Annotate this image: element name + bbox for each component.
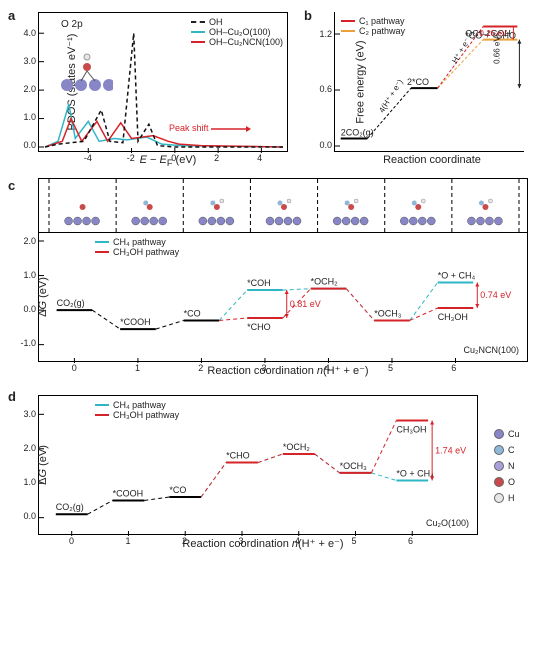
panel-a-arrow-label: Peak shift bbox=[169, 123, 251, 133]
legend-oh: OH bbox=[191, 17, 283, 27]
panel-b: b Free energy (eV) 2CO₂(g)2*COOC*–*COH*C… bbox=[304, 8, 530, 168]
panel-b-xlabel: Reaction coordinate bbox=[334, 154, 530, 166]
panel-a-label: a bbox=[8, 8, 15, 23]
svg-text:CO₂(g): CO₂(g) bbox=[57, 298, 85, 308]
svg-text:CO₂(g): CO₂(g) bbox=[56, 502, 84, 512]
svg-text:*CO: *CO bbox=[169, 485, 186, 495]
panel-c-legend: CH₄ pathway CH₃OH pathway bbox=[95, 237, 179, 257]
legend-ch4-d: CH₄ pathway bbox=[95, 400, 179, 410]
legend-c2: C₂ pathway bbox=[341, 26, 405, 36]
svg-text:*CHO: *CHO bbox=[247, 322, 271, 332]
legend-ch3oh-d: CH₃OH pathway bbox=[95, 410, 179, 420]
panel-c-plot: ΔG (eV) CO₂(g)*COOH*CO*COH*OCH₂*OCH₃*O +… bbox=[38, 232, 528, 362]
svg-text:*OCH₃: *OCH₃ bbox=[340, 461, 368, 471]
panel-d-label: d bbox=[8, 389, 16, 404]
svg-text:*OCH₃: *OCH₃ bbox=[374, 309, 402, 319]
svg-text:0.74 eV: 0.74 eV bbox=[480, 290, 511, 300]
svg-text:1.74 eV: 1.74 eV bbox=[435, 446, 466, 456]
svg-text:*COOH: *COOH bbox=[113, 489, 144, 499]
svg-text:*O + CH₄: *O + CH₄ bbox=[438, 271, 476, 281]
atom-h: H bbox=[494, 493, 520, 503]
atom-c: C bbox=[494, 445, 520, 455]
svg-text:*CHO: *CHO bbox=[226, 451, 250, 461]
panel-a-inset-icon bbox=[57, 47, 113, 95]
legend-ch4-c: CH₄ pathway bbox=[95, 237, 179, 247]
legend-c1: C₁ pathway bbox=[341, 16, 405, 26]
panel-c-system: Cu₂NCN(100) bbox=[463, 345, 519, 355]
panel-c-xlabel: Reaction coordination n(H⁺ + e⁻) bbox=[38, 364, 538, 377]
panel-c-schematic bbox=[38, 178, 528, 232]
svg-text:2*CO: 2*CO bbox=[407, 77, 429, 87]
panel-d-system: Cu₂O(100) bbox=[426, 518, 469, 528]
svg-text:H⁺ + e⁻: H⁺ + e⁻ bbox=[450, 36, 472, 65]
svg-text:*CO: *CO bbox=[184, 309, 201, 319]
panel-c-schematic-svg bbox=[39, 179, 529, 233]
svg-text:CH₃OH: CH₃OH bbox=[438, 312, 468, 322]
svg-text:0.16 eV: 0.16 eV bbox=[479, 29, 507, 38]
svg-text:CH₃OH: CH₃OH bbox=[396, 425, 426, 435]
legend-cu2ncn: OH–Cu₂NCN(100) bbox=[191, 37, 283, 47]
panel-d-xlabel: Reaction coordination n(H⁺ + e⁻) bbox=[38, 537, 488, 550]
panel-c: c ΔG (eV) CO₂(g)*COOH*CO*COH*OCH₂*OCH₃*O… bbox=[8, 178, 538, 377]
atom-cu: Cu bbox=[494, 429, 520, 439]
atom-o: O bbox=[494, 477, 520, 487]
panel-a-plot: PDOS (states eV⁻¹) OH OH–Cu₂O(100) OH–Cu… bbox=[38, 12, 288, 152]
panel-d-plot: ΔG (eV) CO₂(g)*COOH*CO*CHO*OCH₂*OCH₃*O +… bbox=[38, 395, 478, 535]
legend-ch3oh-c: CH₃OH pathway bbox=[95, 247, 179, 257]
panel-a-note: O 2p bbox=[61, 19, 83, 30]
panel-a: a PDOS (states eV⁻¹) OH OH–Cu₂O(100) OH–… bbox=[8, 8, 298, 168]
svg-text:2CO₂(g): 2CO₂(g) bbox=[341, 128, 374, 138]
panel-c-label: c bbox=[8, 178, 15, 193]
svg-text:*COH: *COH bbox=[247, 278, 271, 288]
panel-d-legend: CH₄ pathway CH₃OH pathway bbox=[95, 400, 179, 420]
svg-text:*O + CH₄: *O + CH₄ bbox=[396, 469, 434, 479]
atom-n: N bbox=[494, 461, 520, 471]
legend-cu2o: OH–Cu₂O(100) bbox=[191, 27, 283, 37]
svg-text:0.66 eV: 0.66 eV bbox=[492, 36, 501, 64]
panel-d: d ΔG (eV) CO₂(g)*COOH*CO*CHO*OCH₂*OCH₃*O… bbox=[8, 389, 488, 550]
svg-text:0.81 eV: 0.81 eV bbox=[290, 299, 321, 309]
panel-a-legend: OH OH–Cu₂O(100) OH–Cu₂NCN(100) bbox=[191, 17, 283, 47]
panel-b-label: b bbox=[304, 8, 312, 23]
panel-b-legend: C₁ pathway C₂ pathway bbox=[341, 16, 405, 36]
svg-text:4(H⁺ + e⁻): 4(H⁺ + e⁻) bbox=[377, 77, 405, 114]
atom-legend: Cu C N O H bbox=[494, 429, 520, 550]
panel-b-plot: Free energy (eV) 2CO₂(g)2*COOC*–*COH*CO … bbox=[334, 12, 524, 152]
svg-text:*OCH₂: *OCH₂ bbox=[311, 277, 339, 287]
svg-text:*COOH: *COOH bbox=[120, 317, 151, 327]
svg-text:*OCH₂: *OCH₂ bbox=[283, 442, 311, 452]
